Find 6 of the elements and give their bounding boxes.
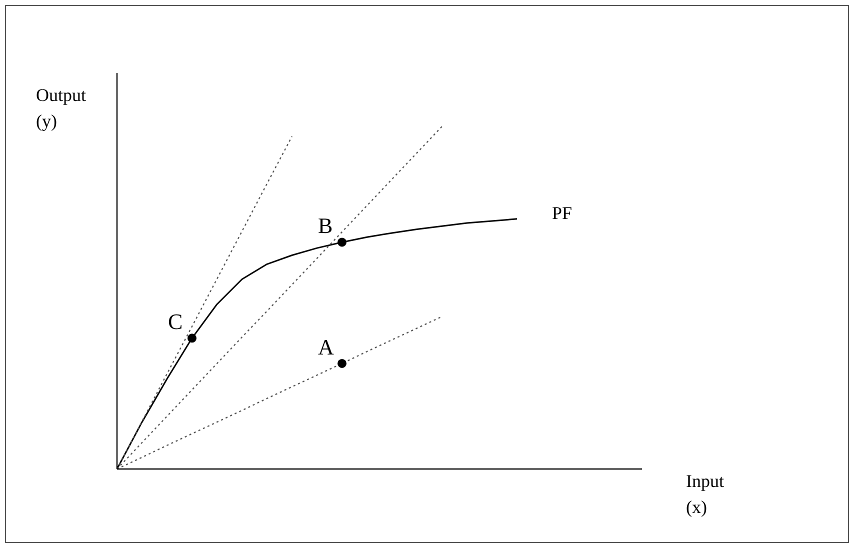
series-label: C bbox=[168, 309, 183, 334]
series-label: B bbox=[318, 213, 333, 238]
series-label: PF bbox=[552, 202, 572, 223]
series-label: A bbox=[318, 334, 334, 360]
x-axis-title: Input (x) bbox=[686, 470, 724, 519]
y-axis-title: Output (y) bbox=[36, 84, 86, 133]
